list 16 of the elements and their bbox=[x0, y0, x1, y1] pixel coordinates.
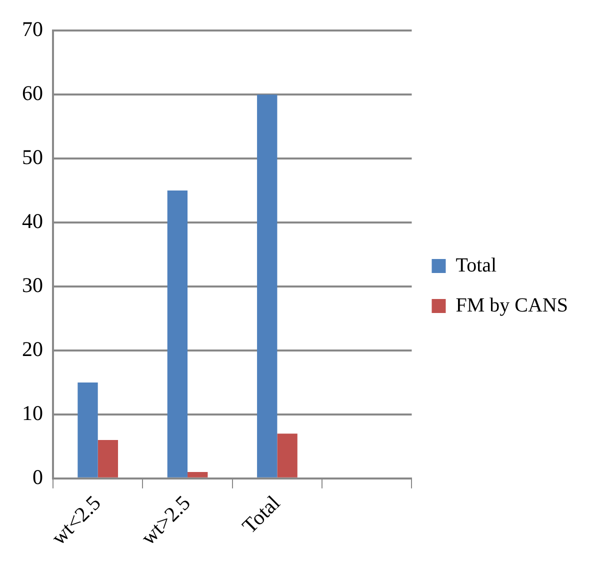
legend-label: Total bbox=[456, 254, 497, 276]
y-tick-label: 30 bbox=[22, 273, 43, 297]
bar bbox=[188, 472, 208, 478]
bar bbox=[257, 94, 278, 478]
y-tick-label: 40 bbox=[22, 209, 43, 234]
y-tick-label: 70 bbox=[22, 17, 43, 42]
y-tick-label: 60 bbox=[22, 81, 43, 106]
bar bbox=[98, 440, 118, 478]
legend-label: FM by CANS bbox=[456, 294, 568, 316]
y-tick-label: 0 bbox=[32, 464, 43, 489]
bar bbox=[167, 190, 188, 478]
bar bbox=[277, 434, 298, 478]
y-tick-label: 50 bbox=[22, 145, 43, 170]
y-tick-label: 20 bbox=[22, 336, 43, 361]
bar bbox=[78, 382, 98, 478]
y-tick-label: 10 bbox=[22, 400, 43, 425]
